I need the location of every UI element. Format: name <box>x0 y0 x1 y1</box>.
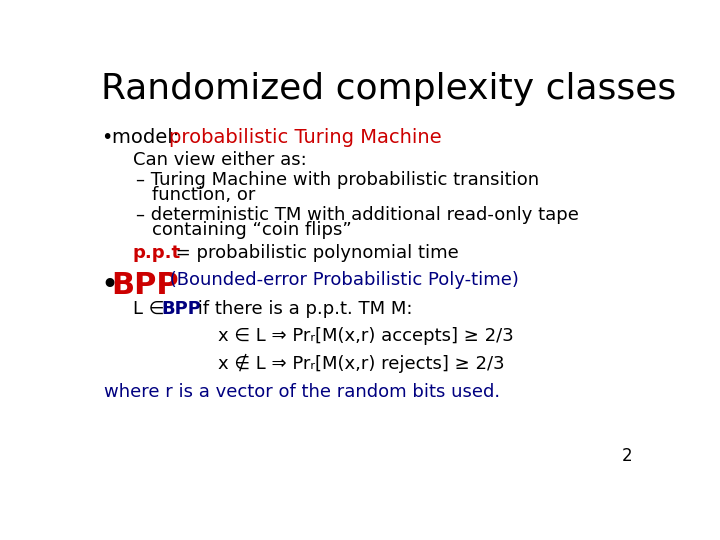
Text: – Turing Machine with probabilistic transition: – Turing Machine with probabilistic tran… <box>137 171 539 189</box>
Text: L ∈: L ∈ <box>132 300 170 318</box>
Text: = probabilistic polynomial time: = probabilistic polynomial time <box>170 244 459 262</box>
Text: x ∉ L ⇒ Prᵣ[M(x,r) rejects] ≥ 2/3: x ∉ L ⇒ Prᵣ[M(x,r) rejects] ≥ 2/3 <box>218 354 505 373</box>
Text: BPP: BPP <box>112 271 179 300</box>
Text: – deterministic TM with additional read-only tape: – deterministic TM with additional read-… <box>137 206 580 224</box>
Text: model:: model: <box>112 128 185 147</box>
Text: Can view either as:: Can view either as: <box>132 151 307 169</box>
Text: if there is a p.p.t. TM M:: if there is a p.p.t. TM M: <box>192 300 413 318</box>
Text: p.p.t: p.p.t <box>132 244 181 262</box>
Text: •: • <box>101 128 112 147</box>
Text: function, or: function, or <box>152 186 256 205</box>
Text: (Bounded-error Probabilistic Poly-time): (Bounded-error Probabilistic Poly-time) <box>164 271 519 289</box>
Text: Randomized complexity classes: Randomized complexity classes <box>101 72 676 106</box>
Text: containing “coin flips”: containing “coin flips” <box>152 221 352 239</box>
Text: x ∈ L ⇒ Prᵣ[M(x,r) accepts] ≥ 2/3: x ∈ L ⇒ Prᵣ[M(x,r) accepts] ≥ 2/3 <box>218 327 513 345</box>
Text: BPP: BPP <box>161 300 202 318</box>
Text: •: • <box>101 271 119 300</box>
Text: where r is a vector of the random bits used.: where r is a vector of the random bits u… <box>104 383 500 401</box>
Text: probabilistic Turing Machine: probabilistic Turing Machine <box>168 128 441 147</box>
Text: 2: 2 <box>622 447 632 465</box>
